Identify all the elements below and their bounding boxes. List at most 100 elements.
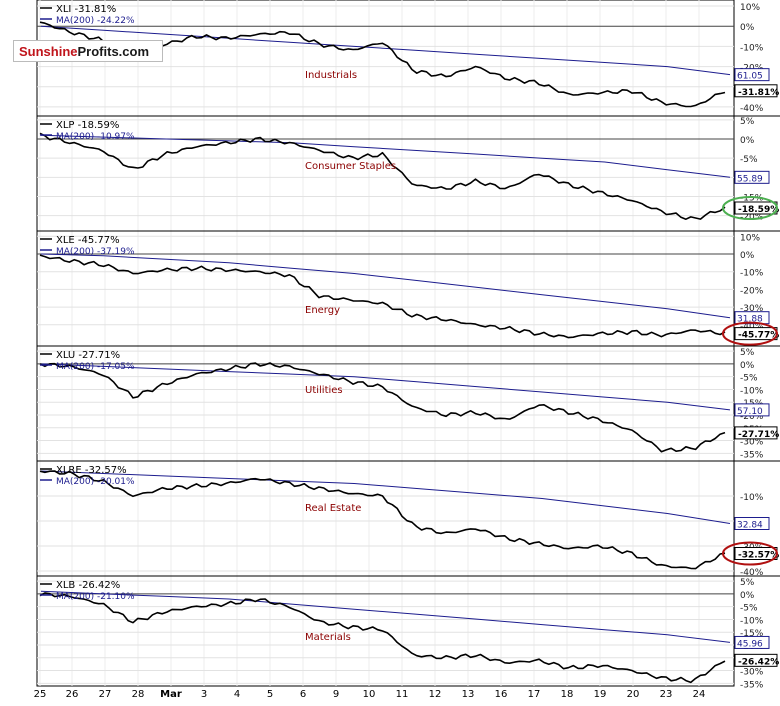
y-tick-label: -5% xyxy=(740,374,758,384)
price-value-tag-text: -32.57% xyxy=(738,551,779,561)
y-tick-label: 0% xyxy=(740,136,755,146)
sector-label: Utilities xyxy=(305,385,343,396)
legend-ma: MA(200) -24.22% xyxy=(56,16,135,26)
ma200-line xyxy=(40,253,731,319)
ma200-line xyxy=(40,134,731,178)
y-tick-label: 0% xyxy=(740,361,755,371)
legend-price: XLU -27.71% xyxy=(56,350,120,361)
legend-ma: MA(200) -10.97% xyxy=(56,132,135,142)
x-tick-label: 26 xyxy=(66,689,79,700)
x-tick-label: 23 xyxy=(660,689,673,700)
x-tick-label: 12 xyxy=(429,689,442,700)
ma-value-tag-text: 55.89 xyxy=(737,174,763,184)
logo-part-2: Profits.com xyxy=(77,44,150,59)
panel-xle: 10% 0% -10% -20% -30% -40% XLE -45.77%MA(200) … xyxy=(37,230,780,346)
x-tick-label: 19 xyxy=(594,689,607,700)
y-tick-label: -35% xyxy=(740,450,764,460)
y-tick-label: -10% xyxy=(740,616,764,626)
ma-value-tag-text: 32.84 xyxy=(737,521,763,531)
y-tick-label: -30% xyxy=(740,304,764,314)
panel-xlp: 5%0%-5%-10%-15%-20%XLP -18.59%MA(200) -1… xyxy=(37,115,780,223)
legend-price: XLP -18.59% xyxy=(56,120,119,131)
x-tick-label: 5 xyxy=(267,689,273,700)
price-line xyxy=(39,592,726,684)
price-value-tag xyxy=(734,653,778,667)
ma-value-tag xyxy=(734,517,770,530)
x-tick-label: 24 xyxy=(693,689,706,700)
x-tick-label: 10 xyxy=(363,689,376,700)
y-tick-label: -10% xyxy=(740,269,764,279)
panel-xlre: -10%-20%-30%-40%XLRE -32.57%MA(200) -20.… xyxy=(37,460,780,578)
ma200-line xyxy=(40,25,731,76)
y-tick-label: -20% xyxy=(740,412,764,422)
ma-value-tag xyxy=(734,635,770,649)
panel-xli: 10%0%-10%-20%-30%-40%XLI -31.81%MA(200) … xyxy=(37,3,779,114)
x-tick-label: 17 xyxy=(528,689,541,700)
y-tick-label: -30% xyxy=(740,438,764,448)
price-value-tag-text: -27.71% xyxy=(738,430,779,440)
legend-ma: MA(200) -20.01% xyxy=(56,477,135,487)
y-tick-label: 5% xyxy=(740,578,755,588)
sunshine-profits-logo[interactable]: SunshineProfits.com xyxy=(13,40,163,62)
x-tick-label: 13 xyxy=(462,689,475,700)
y-tick-label: -15% xyxy=(740,194,764,204)
y-tick-label: -40% xyxy=(740,104,764,114)
y-tick-label: 0% xyxy=(740,591,755,601)
sector-label: Industrials xyxy=(305,70,357,81)
x-tick-label: 4 xyxy=(234,689,240,700)
ma-value-tag-text: 31.88 xyxy=(737,315,763,325)
y-tick-label: -5% xyxy=(740,604,758,614)
ma200-line xyxy=(40,590,731,643)
y-tick-label: 0% xyxy=(740,23,755,33)
x-tick-label: 6 xyxy=(300,689,306,700)
logo-part-1: Sunshine xyxy=(19,44,78,59)
highlight-circle xyxy=(722,541,778,566)
ma-value-tag xyxy=(734,170,770,184)
price-value-tag-text: -45.77% xyxy=(738,331,779,341)
price-line xyxy=(39,254,726,339)
y-tick-label: -15% xyxy=(740,629,764,639)
x-tick-label: 27 xyxy=(99,689,112,700)
panel-xlu: 5%0%-5%-10%-15%-20%-25%-30%-35%XLU -27.7… xyxy=(37,345,780,460)
y-tick-label: -20% xyxy=(740,213,764,223)
legend-price: XLB -26.42% xyxy=(56,580,120,591)
y-tick-label: 10% xyxy=(740,3,760,13)
y-tick-label: -10% xyxy=(740,386,764,396)
sector-label: Consumer Staples xyxy=(305,161,396,172)
y-tick-label: 0% xyxy=(740,251,755,261)
price-value-tag xyxy=(734,84,778,98)
sector-label: Materials xyxy=(305,632,351,643)
x-tick-label: 3 xyxy=(201,689,207,700)
legend-price: XLRE -32.57% xyxy=(56,465,127,476)
x-tick-label: 9 xyxy=(333,689,339,700)
sector-label: Real Estate xyxy=(305,503,361,514)
ma200-line xyxy=(40,363,731,411)
y-tick-label: -35% xyxy=(740,680,764,690)
y-tick-label: 5% xyxy=(740,117,755,127)
legend-ma: MA(200) -17.05% xyxy=(56,362,135,372)
ma-value-tag-text: 45.96 xyxy=(737,639,763,649)
price-value-tag-text: -31.81% xyxy=(738,88,779,98)
panel-xlb: 5%0%-5%-10%-15%-20%-25%-30%-35%XLB -26.4… xyxy=(37,575,780,690)
legend-ma: MA(200) -37.19% xyxy=(56,247,135,257)
y-tick-label: -10% xyxy=(740,493,764,503)
ma-value-tag xyxy=(734,311,770,325)
y-tick-label: 10% xyxy=(740,233,760,243)
x-tick-label: 20 xyxy=(627,689,640,700)
y-tick-label: -5% xyxy=(740,155,758,165)
x-tick-label: 18 xyxy=(561,689,574,700)
sector-label: Energy xyxy=(305,305,340,316)
y-tick-label: -10% xyxy=(740,43,764,53)
x-tick-label: 28 xyxy=(132,689,145,700)
price-value-tag-text: -26.42% xyxy=(738,657,779,667)
x-tick-label: Mar xyxy=(160,689,182,700)
y-tick-label: 5% xyxy=(740,348,755,358)
ma200-line xyxy=(40,470,731,524)
highlight-circle xyxy=(722,196,778,220)
y-tick-label: -30% xyxy=(740,668,764,678)
price-line xyxy=(39,362,726,453)
highlight-circle xyxy=(722,321,778,346)
ma-value-tag xyxy=(734,403,770,417)
price-value-tag xyxy=(734,426,778,440)
x-tick-label: 11 xyxy=(396,689,409,700)
